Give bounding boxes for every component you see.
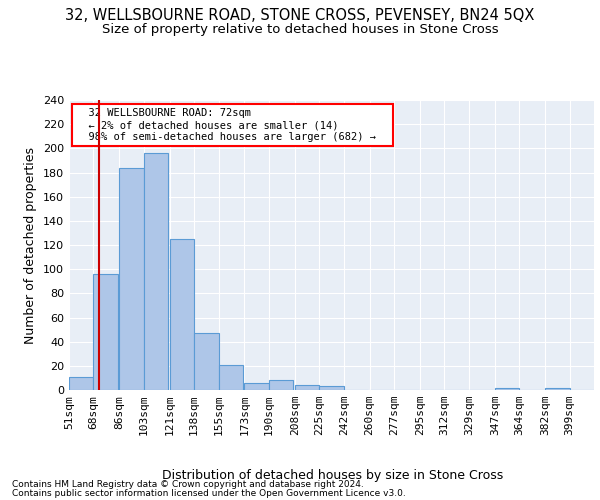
Y-axis label: Number of detached properties: Number of detached properties (25, 146, 37, 344)
Bar (119, 168, 144, 390)
Bar (269, 380, 293, 390)
Text: Contains HM Land Registry data © Crown copyright and database right 2024.: Contains HM Land Registry data © Crown c… (12, 480, 364, 489)
Text: Contains public sector information licensed under the Open Government Licence v3: Contains public sector information licen… (12, 488, 406, 498)
Bar (319, 386, 344, 390)
Bar (244, 383, 269, 390)
Bar (94, 274, 118, 390)
Bar (170, 239, 194, 390)
Bar (194, 333, 218, 390)
Text: 32, WELLSBOURNE ROAD, STONE CROSS, PEVENSEY, BN24 5QX: 32, WELLSBOURNE ROAD, STONE CROSS, PEVEN… (65, 8, 535, 22)
Bar (295, 385, 319, 390)
Bar (144, 153, 168, 390)
Text: Distribution of detached houses by size in Stone Cross: Distribution of detached houses by size … (163, 470, 503, 482)
Text: 32 WELLSBOURNE ROAD: 72sqm  
  ← 2% of detached houses are smaller (14)  
  98% : 32 WELLSBOURNE ROAD: 72sqm ← 2% of detac… (76, 108, 389, 142)
Bar (218, 364, 243, 390)
Bar (69, 376, 94, 390)
Bar (495, 388, 519, 390)
Bar (545, 388, 569, 390)
Text: Size of property relative to detached houses in Stone Cross: Size of property relative to detached ho… (101, 22, 499, 36)
